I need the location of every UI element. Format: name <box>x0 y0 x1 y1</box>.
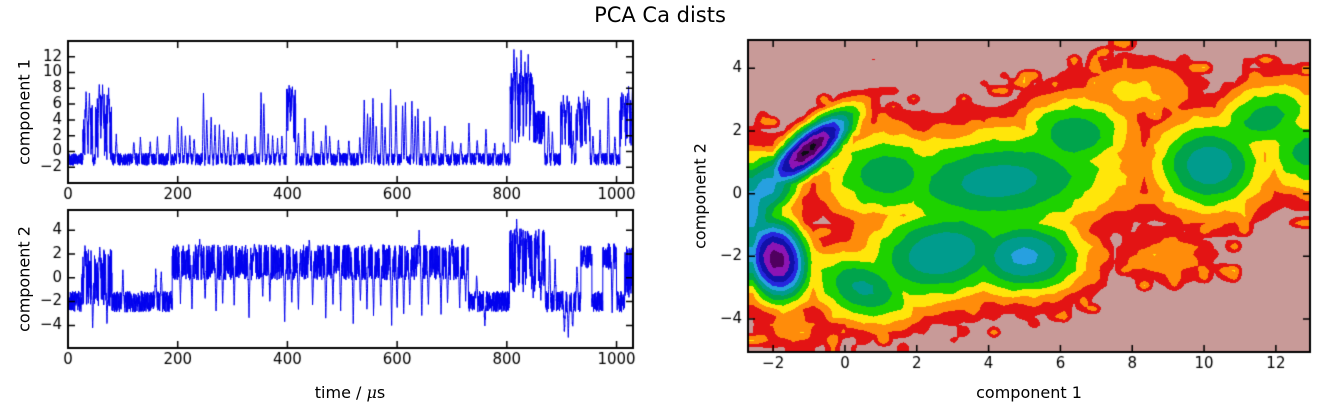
component2-timeseries-plot <box>0 208 660 416</box>
component1-timeseries-plot <box>0 0 660 208</box>
pca-density-contour-plot <box>660 0 1320 416</box>
time-label-suffix: s <box>376 383 386 402</box>
y-axis-label-component-1: component 1 <box>14 59 34 165</box>
time-label-prefix: time / <box>314 383 367 402</box>
mu-symbol: μ <box>366 383 377 402</box>
y-axis-label-component-2-left: component 2 <box>14 226 34 332</box>
y-axis-label-component-2-right: component 2 <box>690 143 710 249</box>
x-axis-label-component-1: component 1 <box>976 383 1082 402</box>
x-axis-label-time: time / μs <box>315 383 385 402</box>
